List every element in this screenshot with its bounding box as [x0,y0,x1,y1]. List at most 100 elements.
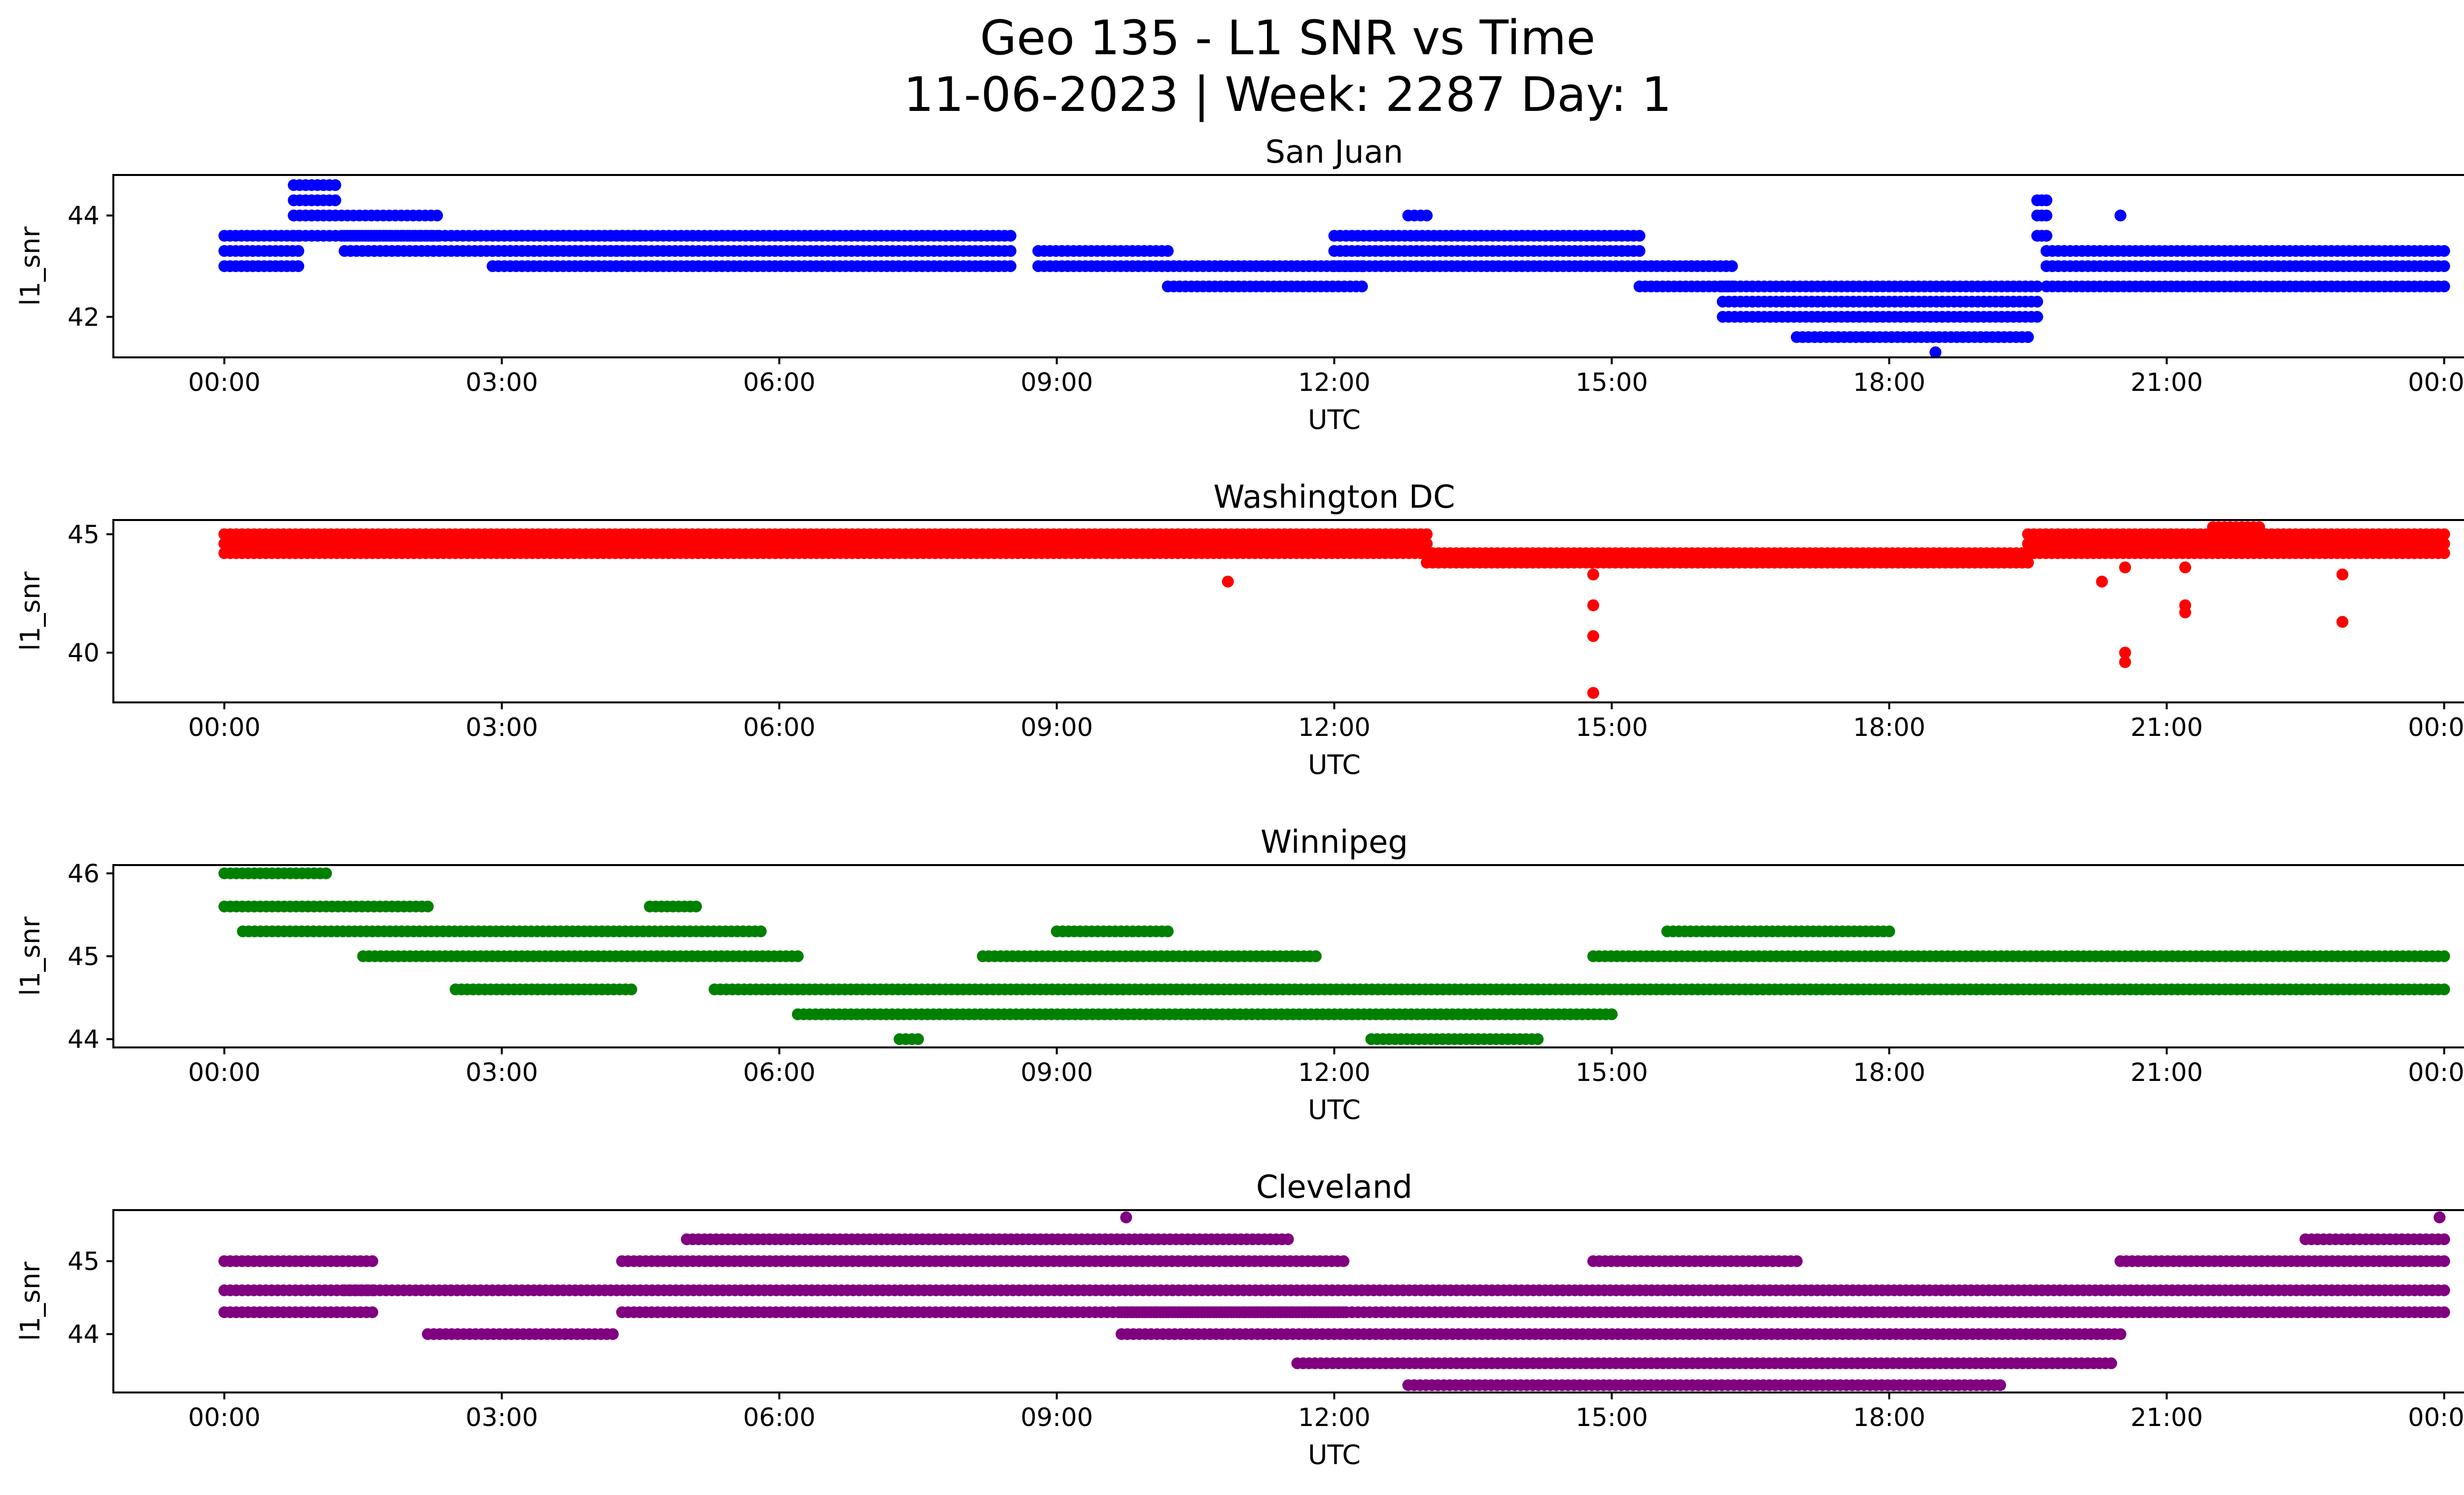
data-point [1587,568,1600,581]
data-point [2438,1233,2450,1246]
data-point [2438,528,2450,540]
data-point [2031,295,2043,308]
y-tick-label: 44 [68,1025,100,1054]
y-axis-label: l1_snr [15,226,46,306]
x-tick-label: 18:00 [1853,713,1925,742]
x-axis-label: UTC [1308,749,1361,780]
data-point [1162,245,1174,257]
x-tick-label: 06:00 [743,368,816,397]
x-tick-label: 09:00 [1021,1403,1093,1432]
x-tick-label: 18:00 [1853,1058,1925,1087]
data-point [2438,1284,2450,1296]
y-axis-label: l1_snr [15,916,46,996]
data-point [1606,1008,1618,1020]
data-point [1929,346,1942,358]
subplot-title: San Juan [1266,134,1403,171]
data-point [625,983,638,996]
data-point [2022,331,2034,343]
x-tick-label: 21:00 [2130,368,2203,397]
data-point [1587,687,1600,699]
data-point [2438,950,2450,962]
x-tick-label: 06:00 [743,713,816,742]
x-tick-label: 15:00 [1575,1403,1648,1432]
x-tick-label: 00:00 [2408,1403,2464,1432]
figure-title-line-2: 11-06-2023 | Week: 2287 Day: 1 [904,67,1672,123]
x-tick-label: 03:00 [466,1403,538,1432]
x-tick-label: 09:00 [1021,1058,1093,1087]
x-tick-label: 03:00 [466,1058,538,1087]
data-point [1004,260,1017,272]
data-point [754,925,767,938]
data-point [320,867,332,879]
y-tick-label: 46 [68,860,100,889]
data-point [1356,280,1368,293]
x-tick-label: 06:00 [743,1403,816,1432]
data-point [431,209,443,222]
x-tick-label: 06:00 [743,1058,816,1087]
data-point [2433,1211,2446,1223]
data-point [2096,575,2108,588]
data-point [1587,599,1600,611]
x-tick-label: 00:00 [2408,713,2464,742]
x-axis-label: UTC [1308,1439,1361,1470]
data-point [2438,245,2450,257]
data-point [1587,630,1600,642]
data-point [2438,1255,2450,1267]
subplot-panels: San Juan 00:00 03:00 06:00 09:00 12:00 15:00 18… [15,134,2464,1470]
x-tick-label: 09:00 [1021,368,1093,397]
x-axis-label: UTC [1308,404,1361,435]
data-point [366,1255,378,1267]
data-point [2119,647,2131,659]
data-point [2336,616,2349,628]
x-tick-label: 18:00 [1853,368,1925,397]
subplot-title: Washington DC [1213,479,1455,516]
y-axis-label: l1_snr [15,571,46,651]
subplot-title: Cleveland [1256,1169,1412,1206]
data-point [1421,528,1433,540]
data-point [2114,209,2126,222]
data-point [2438,280,2450,293]
data-point [1633,230,1645,242]
x-tick-label: 18:00 [1853,1403,1925,1432]
x-tick-label: 09:00 [1021,713,1093,742]
data-point [2031,280,2043,293]
data-point [791,950,804,962]
data-point [2336,568,2349,581]
data-point [912,1033,924,1045]
data-point [366,1306,378,1319]
data-point [2114,1328,2126,1340]
data-point [1309,950,1322,962]
data-point [2031,311,2043,323]
data-point [2438,1306,2450,1319]
x-tick-label: 00:00 [188,713,261,742]
figure-title-line-1: Geo 135 - L1 SNR vs Time [980,10,1596,66]
data-point [2179,561,2191,574]
data-point [2022,556,2034,569]
x-tick-label: 00:00 [2408,368,2464,397]
data-point [1004,230,1017,242]
y-tick-label: 40 [68,639,100,668]
x-tick-label: 03:00 [466,368,538,397]
data-point [2040,230,2053,242]
data-point [1726,260,1738,272]
data-points [218,867,2450,1045]
subplot-title: Winnipeg [1261,824,1408,861]
data-point [1532,1033,1544,1045]
data-point [292,260,305,272]
x-tick-label: 00:00 [188,1058,261,1087]
data-point [1421,209,1433,222]
data-point [2438,260,2450,272]
x-tick-label: 21:00 [2130,1403,2203,1432]
data-point [2253,521,2265,533]
y-axis-label: l1_snr [15,1261,46,1341]
data-point [422,901,434,913]
data-point [1633,245,1645,257]
x-axis-label: UTC [1308,1094,1361,1125]
data-points [218,1211,2450,1391]
x-tick-label: 12:00 [1298,713,1370,742]
